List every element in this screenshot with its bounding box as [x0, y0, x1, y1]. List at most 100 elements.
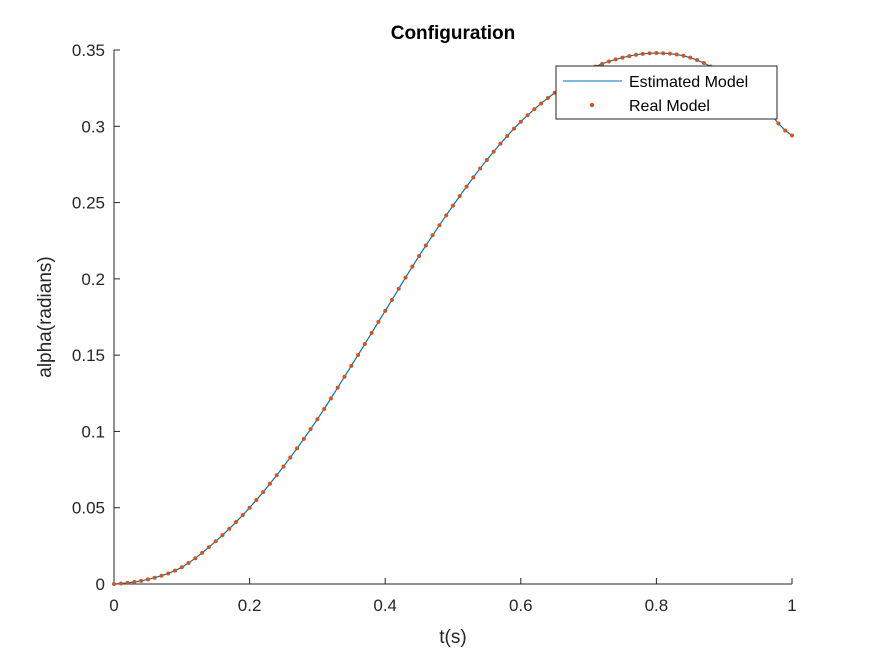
data-point-real-model: [512, 126, 517, 131]
y-tick-label: 0.3: [81, 117, 105, 136]
data-point-real-model: [701, 61, 706, 66]
data-point-real-model: [173, 568, 178, 573]
data-point-real-model: [193, 556, 198, 561]
data-point-real-model: [125, 580, 130, 585]
data-point-real-model: [525, 113, 530, 118]
data-point-real-model: [166, 571, 171, 576]
data-point-real-model: [430, 233, 435, 238]
data-point-real-model: [213, 539, 218, 544]
data-point-real-model: [667, 51, 672, 56]
data-point-real-model: [403, 275, 408, 280]
data-point-real-model: [328, 396, 333, 401]
data-point-real-model: [274, 473, 279, 478]
data-point-real-model: [281, 464, 286, 469]
data-point-real-model: [491, 149, 496, 154]
data-point-real-model: [695, 58, 700, 63]
data-point-real-model: [776, 121, 781, 126]
plot-area: 0 0.2 0.4 0.6 0.8 1 0 0.05 0.1 0.15 0.2 0.25 0.3 0.35: [72, 41, 797, 615]
data-point-real-model: [437, 223, 442, 228]
legend-entry-estimated: Estimated Model: [629, 74, 748, 91]
data-point-real-model: [600, 61, 605, 66]
data-point-real-model: [112, 582, 116, 586]
x-tick-label: 1: [787, 596, 796, 615]
data-point-real-model: [783, 128, 788, 133]
data-point-real-model: [471, 175, 476, 180]
data-point-real-model: [674, 52, 679, 57]
y-tick-label: 0.35: [72, 41, 105, 60]
data-point-real-model: [308, 427, 313, 432]
data-point-real-model: [362, 341, 367, 346]
data-point-real-model: [410, 264, 415, 269]
data-point-real-model: [661, 51, 666, 56]
data-point-real-model: [457, 194, 462, 199]
x-axis-label: t(s): [439, 627, 466, 648]
data-point-real-model: [498, 141, 503, 146]
y-tick-label: 0.05: [72, 499, 105, 518]
y-axis-label: alpha(radians): [35, 256, 56, 377]
chart-title: Configuration: [391, 23, 516, 44]
data-point-real-model: [484, 157, 489, 162]
data-point-real-model: [139, 578, 144, 583]
data-point-real-model: [132, 580, 137, 585]
data-point-real-model: [627, 54, 632, 59]
data-point-real-model: [356, 352, 361, 357]
data-point-real-model: [688, 55, 693, 60]
data-point-real-model: [532, 107, 537, 112]
data-point-real-model: [315, 417, 320, 422]
data-point-real-model: [478, 166, 483, 171]
x-tick-label: 0.4: [373, 596, 397, 615]
data-point-real-model: [159, 573, 164, 578]
data-point-real-model: [613, 57, 618, 62]
data-point-real-model: [288, 455, 293, 460]
data-point-real-model: [620, 55, 625, 60]
data-point-real-model: [790, 133, 794, 138]
data-point-real-model: [301, 436, 306, 441]
data-point-real-model: [505, 133, 510, 138]
data-point-real-model: [640, 51, 645, 56]
data-point-real-model: [681, 53, 686, 58]
data-point-real-model: [606, 59, 611, 64]
data-point-real-model: [179, 565, 184, 570]
data-point-real-model: [444, 213, 449, 218]
data-point-real-model: [654, 51, 659, 56]
y-tick-label: 0.1: [81, 422, 105, 441]
data-point-real-model: [118, 581, 123, 586]
y-tick-label: 0.25: [72, 194, 105, 213]
legend: Estimated Model Real Model: [555, 65, 778, 120]
data-point-real-model: [267, 481, 272, 486]
x-tick-label: 0.6: [509, 596, 533, 615]
data-point-real-model: [396, 286, 401, 291]
data-point-real-model: [145, 577, 150, 582]
data-point-real-model: [322, 406, 327, 411]
data-point-real-model: [152, 575, 157, 580]
legend-marker-swatch: [589, 102, 595, 108]
data-point-real-model: [417, 253, 422, 258]
data-point-real-model: [227, 526, 232, 531]
data-point-real-model: [545, 95, 550, 100]
data-point-real-model: [389, 297, 394, 302]
data-point-real-model: [234, 520, 239, 525]
data-point-real-model: [342, 374, 347, 379]
data-point-real-model: [240, 513, 245, 518]
data-point-real-model: [647, 51, 652, 56]
data-point-real-model: [349, 363, 354, 368]
data-point-real-model: [451, 203, 455, 208]
data-point-real-model: [254, 498, 259, 503]
data-point-real-model: [200, 550, 205, 555]
data-point-real-model: [369, 330, 374, 335]
x-tick-label: 0.2: [238, 596, 262, 615]
data-point-real-model: [464, 184, 469, 189]
data-point-real-model: [220, 533, 225, 538]
y-tick-label: 0: [96, 575, 105, 594]
x-tick-label: 0: [109, 596, 118, 615]
y-tick-label: 0.15: [72, 346, 105, 365]
data-point-real-model: [634, 52, 639, 57]
data-point-real-model: [261, 490, 266, 495]
data-point-real-model: [539, 101, 544, 106]
data-point-real-model: [295, 446, 300, 451]
legend-entry-real: Real Model: [629, 98, 710, 115]
legend-box: [555, 65, 778, 120]
data-point-real-model: [376, 319, 381, 324]
data-point-real-model: [383, 308, 388, 313]
